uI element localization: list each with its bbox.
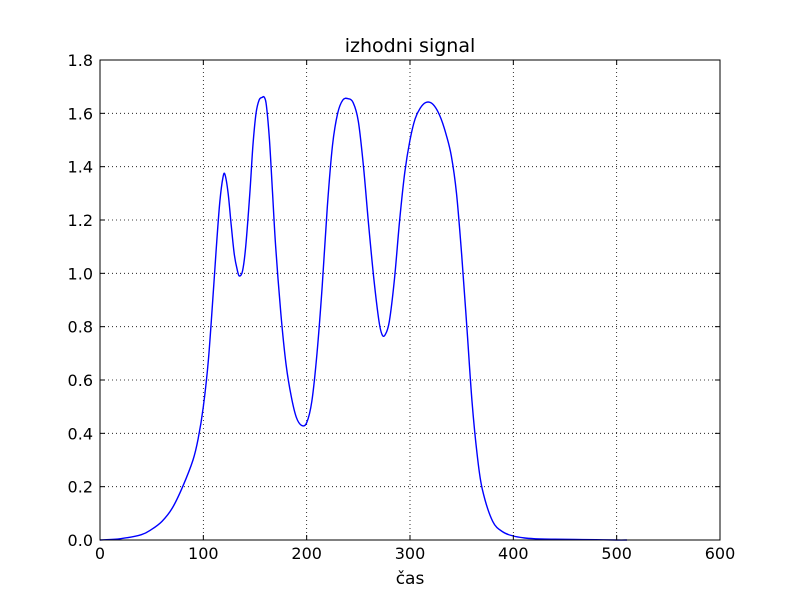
y-tick-label: 1.8 — [68, 51, 93, 70]
x-tick-label: 100 — [188, 544, 219, 563]
x-tick-label: 0 — [95, 544, 105, 563]
x-tick-label: 600 — [705, 544, 736, 563]
chart-title: izhodni signal — [345, 35, 476, 57]
y-tick-label: 0.8 — [68, 318, 93, 337]
y-tick-label: 0.0 — [68, 531, 93, 550]
y-tick-label: 1.0 — [68, 264, 93, 283]
grid — [100, 60, 720, 540]
y-tick-label: 1.2 — [68, 211, 93, 230]
y-tick-label: 0.4 — [68, 424, 93, 443]
series-line — [99, 95, 628, 541]
x-tick-label: 500 — [601, 544, 632, 563]
y-tick-label: 1.6 — [68, 104, 93, 123]
x-tick-label: 400 — [498, 544, 529, 563]
x-tick-label: 200 — [291, 544, 322, 563]
y-tick-labels: 0.0 0.2 0.4 0.6 0.8 1.0 1.2 1.4 1.6 1.8 — [68, 51, 93, 550]
x-axis-label: čas — [396, 569, 425, 589]
x-tick-labels: 0 100 200 300 400 500 600 — [95, 544, 735, 563]
y-tick-label: 0.2 — [68, 478, 93, 497]
y-tick-label: 1.4 — [68, 158, 93, 177]
y-tick-label: 0.6 — [68, 371, 93, 390]
x-tick-label: 300 — [395, 544, 426, 563]
ticks — [99, 59, 721, 541]
